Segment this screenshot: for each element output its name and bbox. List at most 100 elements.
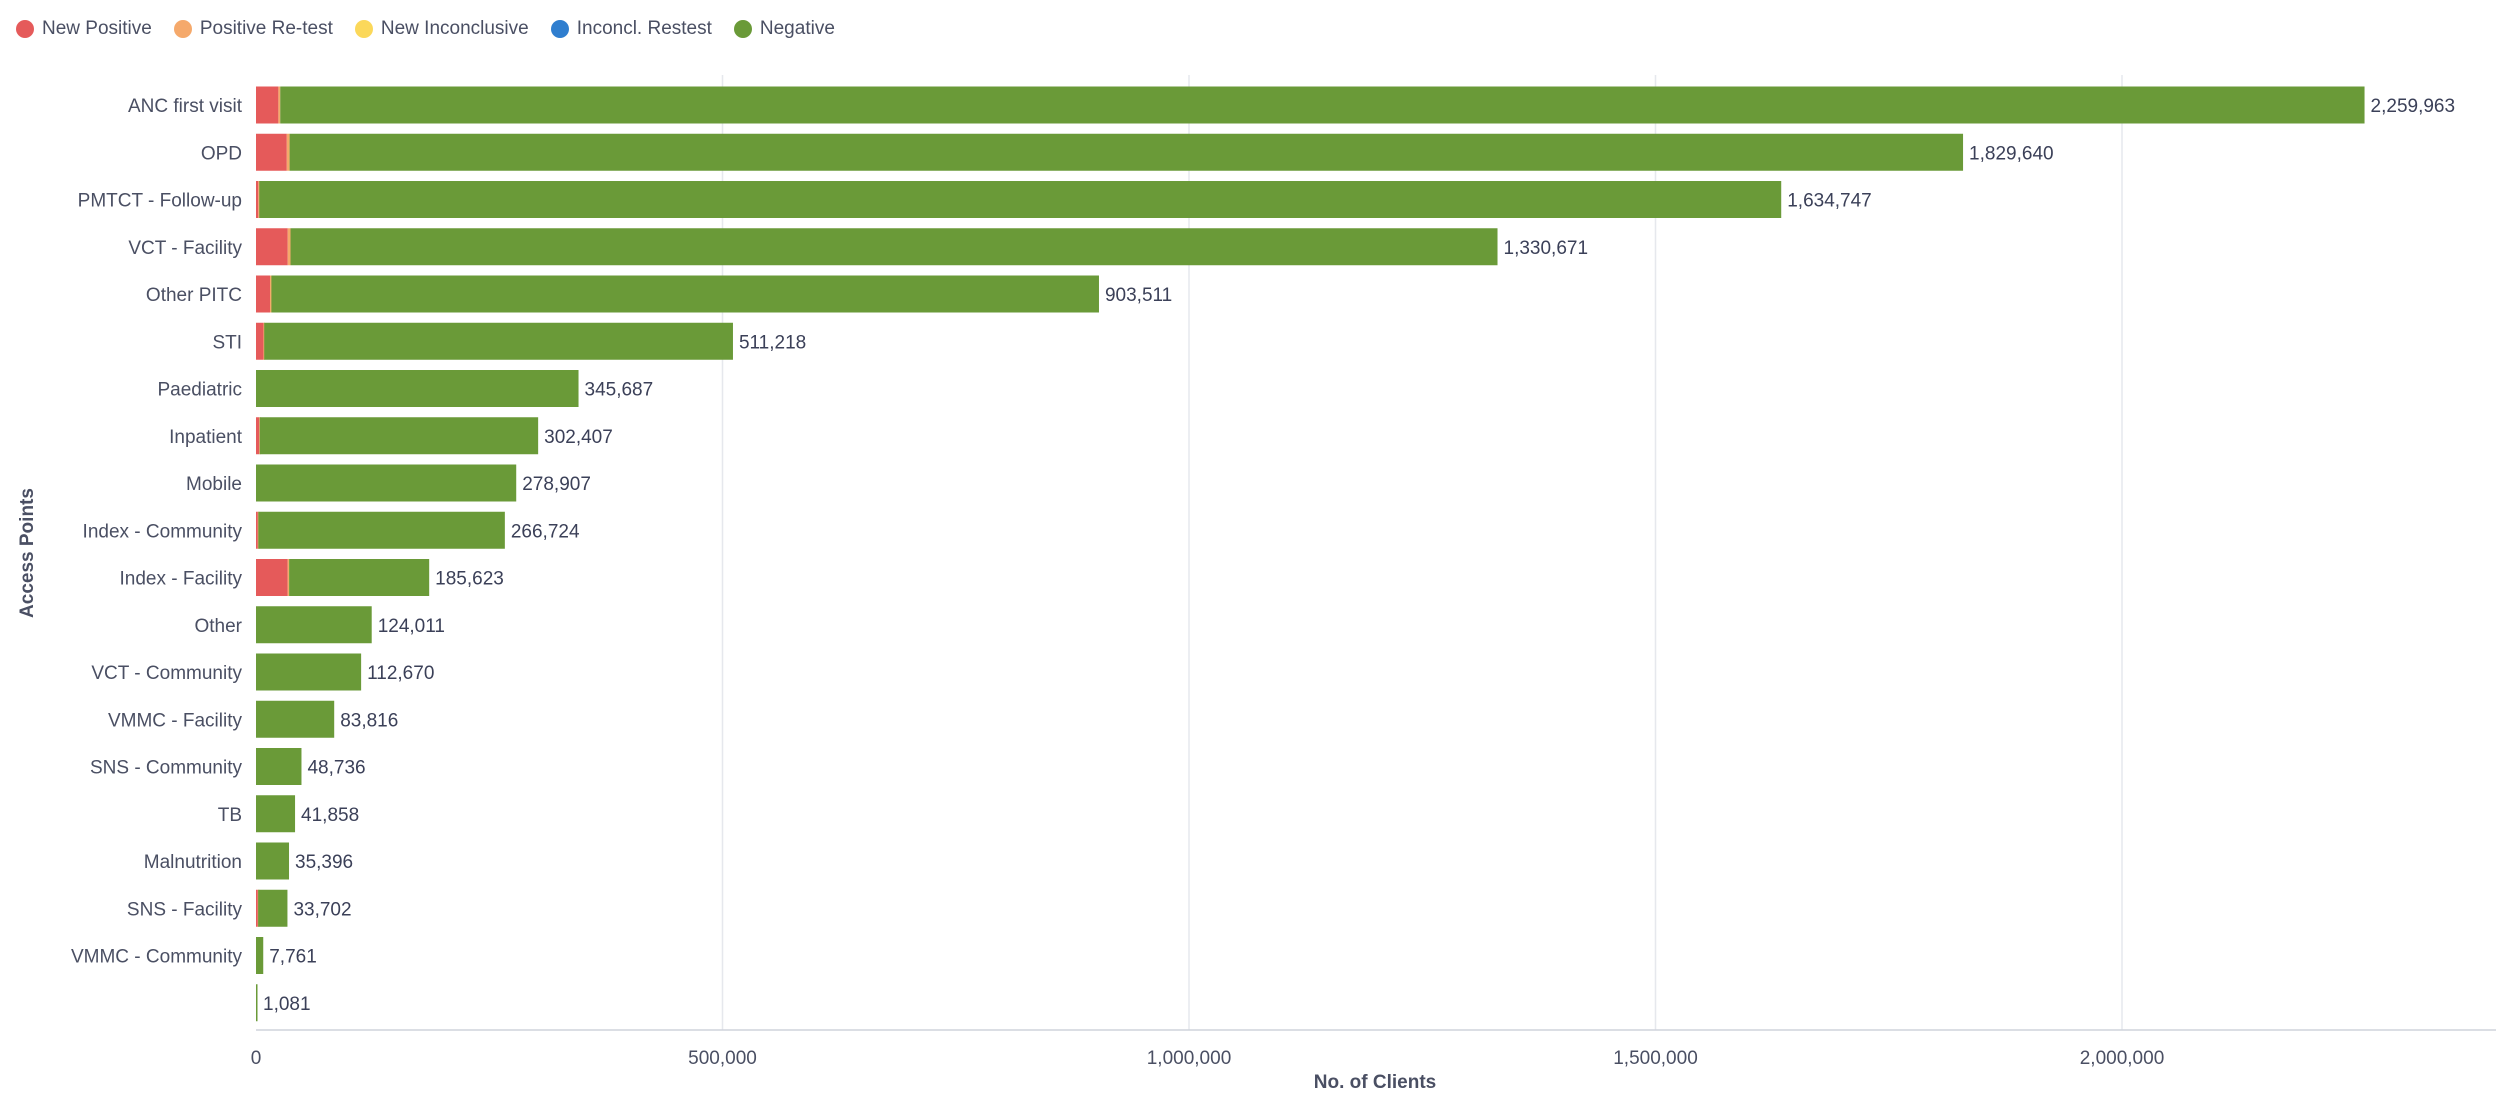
bar-segment[interactable]: [289, 133, 1964, 171]
bar-total-label: 903,511: [1105, 285, 1172, 306]
legend-item-positive-retest[interactable]: Positive Re-test: [173, 18, 333, 40]
bar-segment[interactable]: [256, 795, 296, 833]
bar-segment[interactable]: [256, 464, 517, 502]
bar-total-label: 266,724: [511, 521, 580, 542]
category-label: ANC first visit: [128, 96, 243, 117]
bar-segment[interactable]: [289, 559, 430, 596]
bar-segment[interactable]: [256, 181, 259, 218]
bar-segment[interactable]: [264, 322, 733, 360]
category-label: Paediatric: [158, 380, 243, 401]
category-label: Other: [194, 616, 242, 637]
x-axis-title: No. of Clients: [1314, 1072, 1436, 1093]
x-tick-label: 500,000: [688, 1048, 757, 1069]
category-label: Malnutrition: [144, 852, 242, 873]
category-label: VCT - Community: [91, 663, 242, 684]
bar-segment[interactable]: [259, 181, 1782, 218]
bars: [256, 86, 2365, 1022]
category-label: TB: [218, 805, 242, 826]
category-label: Other PITC: [146, 285, 242, 306]
bar-segment[interactable]: [290, 228, 1498, 266]
bar-segment[interactable]: [256, 748, 302, 785]
bar-segment[interactable]: [256, 606, 372, 644]
bar-segment[interactable]: [256, 370, 579, 407]
bar-segment[interactable]: [256, 559, 288, 596]
legend-swatch-negative: [733, 20, 752, 38]
bar-segment[interactable]: [256, 228, 288, 266]
bar-segment[interactable]: [287, 559, 290, 596]
category-label: OPD: [201, 143, 242, 164]
bar-segment[interactable]: [256, 322, 264, 360]
bar-total-label: 345,687: [585, 380, 654, 401]
bar-segment[interactable]: [256, 842, 290, 880]
legend-item-negative[interactable]: Negative: [733, 18, 835, 40]
bar-segment[interactable]: [256, 133, 287, 171]
data-labels: 2,259,963 1,829,640 1,634,747 1,330,671 903,…: [263, 96, 2455, 1015]
category-label: Mobile: [186, 474, 242, 495]
bar-total-label: 2,259,963: [2371, 96, 2456, 117]
x-tick-label: 1,000,000: [1147, 1048, 1232, 1069]
bar-total-label: 7,761: [269, 947, 317, 968]
category-label: Index - Facility: [120, 569, 243, 590]
bar-total-label: 48,736: [307, 758, 365, 779]
bar-total-label: 1,081: [263, 994, 311, 1015]
bar-segment[interactable]: [256, 417, 260, 455]
bar-segment[interactable]: [280, 86, 2365, 124]
category-label: STI: [212, 332, 242, 353]
y-axis-title: Access Points: [17, 488, 38, 618]
bar-total-label: 35,396: [295, 852, 353, 873]
grid-lines: [721, 75, 2123, 1030]
bar-total-label: 1,634,747: [1787, 191, 1872, 212]
x-axis-ticks: 0 500,000 1,000,000 1,500,000 2,000,000: [251, 1048, 2165, 1069]
category-label: VMMC - Community: [71, 947, 243, 968]
bar-segment[interactable]: [259, 417, 539, 455]
legend-label-new-positive: New Positive: [42, 18, 152, 39]
legend: New Positive Positive Re-test New Inconc…: [16, 18, 835, 40]
bar-segment[interactable]: [271, 275, 1099, 313]
bar-segment[interactable]: [258, 889, 288, 927]
bar-segment[interactable]: [256, 984, 258, 1022]
legend-swatch-inconcl-restest: [550, 20, 569, 38]
category-label: Index - Community: [83, 521, 243, 542]
category-label: SNS - Facility: [127, 899, 243, 920]
bar-segment[interactable]: [258, 511, 505, 549]
bar-segment[interactable]: [258, 181, 260, 218]
legend-swatch-positive-retest: [173, 20, 192, 38]
x-tick-label: 0: [251, 1048, 262, 1069]
bar-segment[interactable]: [256, 937, 264, 974]
bar-segment[interactable]: [256, 511, 258, 549]
bar-total-label: 1,829,640: [1969, 143, 2054, 164]
legend-item-new-positive[interactable]: New Positive: [16, 18, 152, 40]
x-tick-label: 2,000,000: [2080, 1048, 2165, 1069]
bar-segment[interactable]: [286, 133, 290, 171]
bar-total-label: 1,330,671: [1504, 238, 1589, 259]
legend-item-inconcl-restest[interactable]: Inconcl. Restest: [550, 18, 712, 40]
bar-segment[interactable]: [256, 86, 279, 124]
legend-label-inconcl-restest: Inconcl. Restest: [576, 18, 712, 39]
bar-segment[interactable]: [256, 889, 258, 927]
bar-segment[interactable]: [256, 700, 335, 738]
category-label: PMTCT - Follow-up: [78, 191, 242, 212]
category-label: VCT - Facility: [128, 238, 242, 259]
bar-total-label: 41,858: [301, 805, 359, 826]
bar-total-label: 278,907: [522, 474, 591, 495]
category-label: VMMC - Facility: [108, 710, 243, 731]
legend-item-new-inconclusive[interactable]: New Inconclusive: [354, 18, 529, 40]
category-labels: ANC first visit OPD PMTCT - Follow-up VCT -…: [71, 96, 243, 968]
bar-total-label: 124,011: [378, 616, 445, 637]
bar-segment[interactable]: [278, 86, 281, 124]
bar-segment[interactable]: [256, 275, 270, 313]
bar-total-label: 83,816: [340, 710, 398, 731]
legend-label-negative: Negative: [759, 18, 835, 39]
bar-segment[interactable]: [269, 275, 272, 313]
legend-swatch-new-positive: [16, 20, 34, 38]
bar-segment[interactable]: [256, 653, 362, 691]
bar-segment[interactable]: [287, 228, 291, 266]
bar-total-label: 511,218: [739, 332, 806, 353]
bar-total-label: 185,623: [435, 569, 504, 590]
bar-total-label: 33,702: [293, 899, 351, 920]
legend-label-positive-retest: Positive Re-test: [199, 18, 333, 39]
legend-label-new-inconclusive: New Inconclusive: [380, 18, 529, 39]
legend-swatch-new-inconclusive: [354, 20, 373, 38]
